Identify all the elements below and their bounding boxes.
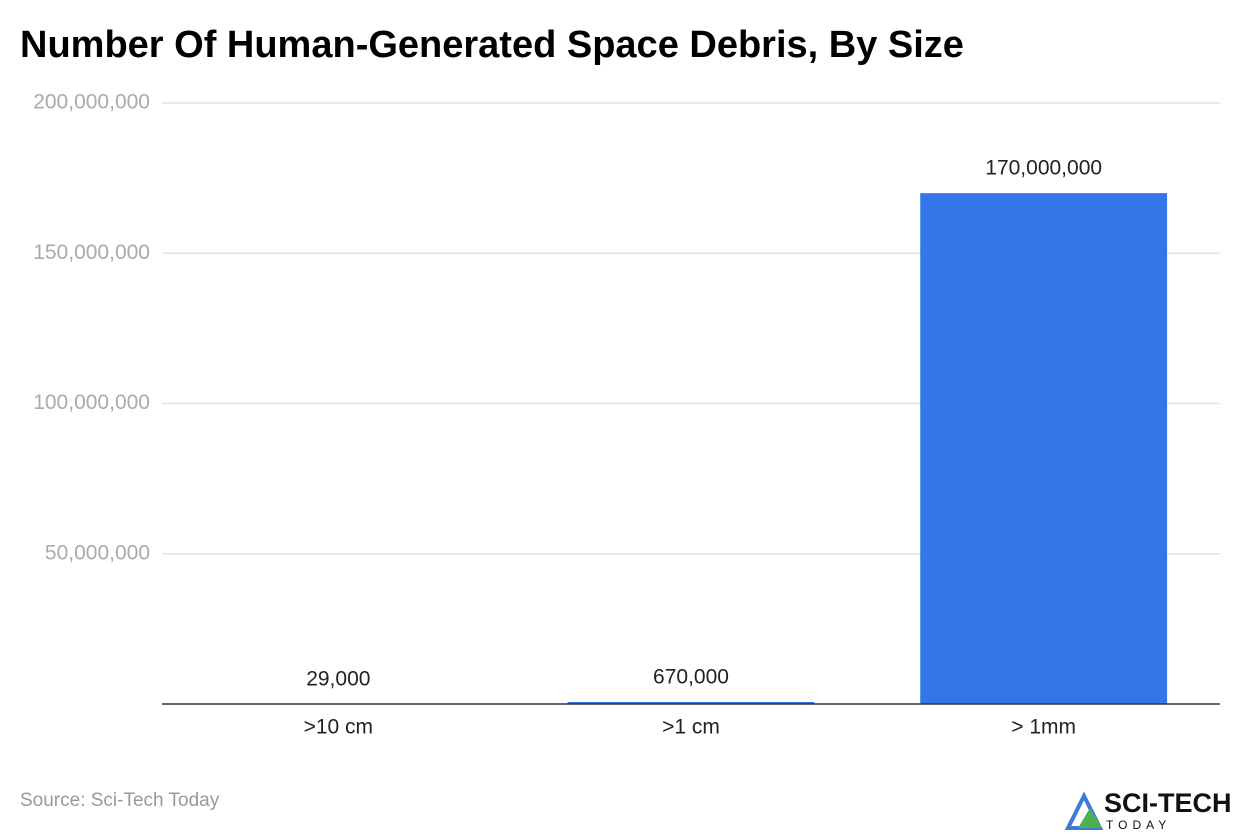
y-tick-label: 100,000,000 bbox=[33, 391, 150, 414]
value-label: 170,000,000 bbox=[985, 157, 1102, 180]
logo: SCI-TECH TODAY bbox=[1064, 788, 1232, 832]
y-tick-label: 50,000,000 bbox=[45, 541, 150, 564]
value-label: 29,000 bbox=[306, 667, 370, 690]
x-tick-label: > 1mm bbox=[1011, 716, 1076, 739]
x-tick-label: >10 cm bbox=[304, 716, 373, 739]
chart-title: Number Of Human-Generated Space Debris, … bbox=[20, 24, 964, 66]
bar bbox=[920, 193, 1168, 704]
x-tick-label: >1 cm bbox=[662, 716, 720, 739]
y-tick-label: 200,000,000 bbox=[33, 91, 150, 114]
logo-tagline: TODAY bbox=[1106, 818, 1171, 832]
value-label: 670,000 bbox=[653, 666, 729, 689]
bar bbox=[567, 701, 815, 704]
y-tick-label: 150,000,000 bbox=[33, 241, 150, 264]
logo-name: SCI-TECH bbox=[1104, 788, 1232, 818]
logo-icon bbox=[1078, 808, 1102, 828]
source-note: Source: Sci-Tech Today bbox=[20, 790, 220, 811]
